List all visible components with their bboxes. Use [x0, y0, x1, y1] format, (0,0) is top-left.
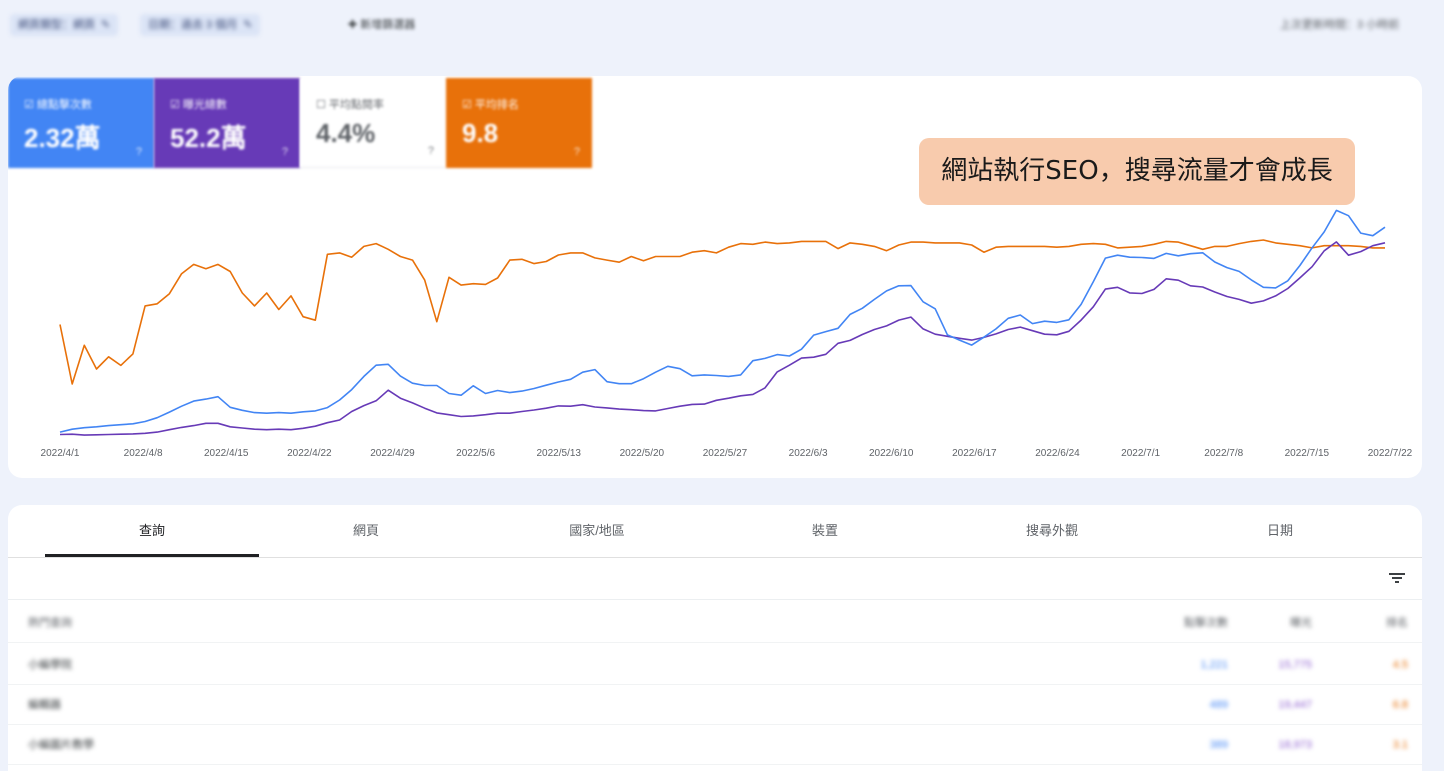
- x-tick-label: 2022/5/6: [456, 448, 495, 459]
- tab-queries[interactable]: 查詢: [138, 523, 165, 538]
- position-series-line: [59, 239, 1385, 385]
- add-filter-button[interactable]: ✚ 新增篩選器: [348, 14, 415, 36]
- help-icon[interactable]: ?: [573, 146, 580, 158]
- column-header-position[interactable]: 排名: [1386, 617, 1408, 629]
- tab-countries[interactable]: 國家/地區: [569, 523, 625, 538]
- edit-pen-icon: ✎: [101, 19, 111, 31]
- x-tick-label: 2022/5/20: [620, 448, 665, 459]
- x-tick-label: 2022/4/8: [124, 448, 163, 459]
- help-icon[interactable]: ?: [135, 146, 142, 158]
- position-cell: 4.5: [1392, 659, 1408, 671]
- performance-chart-panel: ☑ 總點擊次數 2.32萬 ? ☑ 曝光總數 52.2萬 ? ☐ 平均點閱率 4…: [8, 76, 1422, 478]
- clicks-cell: 389: [1209, 739, 1228, 751]
- tab-pages[interactable]: 網頁: [352, 523, 379, 538]
- filter-chip-label: 網頁類型：網頁: [18, 19, 95, 31]
- filter-chip-search-type[interactable]: 網頁類型：網頁 ✎: [10, 14, 119, 36]
- metric-label: ☑ 平均排名: [462, 99, 519, 111]
- metric-label: ☐ 平均點閱率: [316, 99, 384, 111]
- edit-pen-icon: ✎: [243, 19, 253, 31]
- metric-label: ☑ 總點擊次數: [24, 99, 92, 111]
- add-icon: ✚: [348, 19, 361, 31]
- metric-label: ☑ 曝光總數: [170, 99, 227, 111]
- metric-value: 4.4%: [316, 118, 376, 148]
- x-tick-label: 2022/6/17: [952, 448, 997, 459]
- checkbox-icon: ☑: [170, 99, 183, 111]
- clicks-series-line: [59, 209, 1386, 433]
- x-tick-label: 2022/7/1: [1121, 448, 1160, 459]
- query-cell: 編輯器: [28, 699, 61, 711]
- filter-chip-date[interactable]: 日期：過去 3 個月 ✎: [140, 14, 261, 36]
- filter-rows-icon[interactable]: [1386, 567, 1408, 589]
- x-tick-label: 2022/5/13: [537, 448, 582, 459]
- x-tick-label: 2022/7/15: [1285, 448, 1330, 459]
- position-cell: 6.8: [1392, 699, 1408, 711]
- tabs-divider: [8, 557, 1422, 558]
- impressions-cell: 18,973: [1278, 739, 1312, 751]
- impressions-series-line: [59, 241, 1386, 436]
- last-updated: 上次更新時間：3 小時前: [1280, 19, 1400, 31]
- query-cell: 小編圖片教學: [28, 739, 94, 751]
- x-tick-label: 2022/6/10: [869, 448, 914, 459]
- position-cell: 3.1: [1392, 739, 1408, 751]
- checkbox-icon: ☑: [462, 99, 475, 111]
- metric-card-ctr[interactable]: ☐ 平均點閱率 4.4% ?: [300, 78, 446, 168]
- x-tick-label: 2022/6/3: [789, 448, 828, 459]
- tab-dates[interactable]: 日期: [1266, 523, 1293, 538]
- toolbar-divider: [8, 599, 1422, 600]
- x-tick-label: 2022/6/24: [1035, 448, 1080, 459]
- table-row[interactable]: 小編圖片教學 389 18,973 3.1: [8, 725, 1422, 765]
- clicks-cell: 489: [1209, 699, 1228, 711]
- active-tab-indicator: [45, 554, 259, 557]
- impressions-cell: 19,447: [1278, 699, 1312, 711]
- metric-card-impressions[interactable]: ☑ 曝光總數 52.2萬 ?: [154, 78, 300, 168]
- annotation-callout: 網站執行SEO，搜尋流量才會成長: [919, 138, 1355, 205]
- tab-search-appearance[interactable]: 搜尋外觀: [1025, 523, 1078, 538]
- metric-value: 9.8: [462, 118, 499, 148]
- filter-chip-label: 日期：過去 3 個月: [148, 19, 238, 31]
- checkbox-icon: ☑: [24, 99, 37, 111]
- x-tick-label: 2022/7/8: [1204, 448, 1243, 459]
- table-row[interactable]: 小編學院 1,221 15,775 4.5: [8, 645, 1422, 685]
- column-header-query[interactable]: 熱門查詢: [28, 617, 72, 629]
- help-icon[interactable]: ?: [427, 145, 434, 157]
- top-bar: 網頁類型：網頁 ✎ 日期：過去 3 個月 ✎ ✚ 新增篩選器 上次更新時間：3 小時…: [0, 0, 1444, 52]
- metric-value: 2.32萬: [24, 123, 101, 153]
- x-tick-label: 2022/7/22: [1368, 448, 1413, 459]
- x-tick-label: 2022/5/27: [703, 448, 748, 459]
- performance-line-chart[interactable]: 2022/4/1 2022/4/8 2022/4/15 2022/4/22 2022/4…: [8, 76, 1422, 478]
- x-tick-label: 2022/4/15: [204, 448, 249, 459]
- column-header-clicks[interactable]: 點擊次數: [1184, 617, 1228, 629]
- table-header: 熱門查詢 點擊次數 曝光 排名: [8, 603, 1422, 643]
- column-header-impressions[interactable]: 曝光: [1290, 617, 1312, 629]
- impressions-cell: 15,775: [1278, 659, 1312, 671]
- metric-card-clicks[interactable]: ☑ 總點擊次數 2.32萬 ?: [8, 78, 154, 168]
- add-filter-label: 新增篩選器: [360, 19, 416, 31]
- table-row[interactable]: 編輯器 489 19,447 6.8: [8, 685, 1422, 725]
- report-table-panel: 查詢 網頁 國家/地區 裝置 搜尋外觀 日期 熱門查詢 點擊次數 曝光 排名 小…: [8, 505, 1422, 771]
- checkbox-icon: ☐: [316, 99, 329, 111]
- x-tick-label: 2022/4/22: [287, 448, 332, 459]
- clicks-cell: 1,221: [1200, 659, 1228, 671]
- x-tick-label: 2022/4/29: [370, 448, 415, 459]
- tab-devices[interactable]: 裝置: [811, 523, 838, 538]
- metric-card-position[interactable]: ☑ 平均排名 9.8 ?: [446, 78, 592, 168]
- x-tick-label: 2022/4/1: [41, 448, 80, 459]
- metric-value: 52.2萬: [170, 123, 247, 153]
- help-icon[interactable]: ?: [281, 146, 288, 158]
- query-cell: 小編學院: [28, 659, 72, 671]
